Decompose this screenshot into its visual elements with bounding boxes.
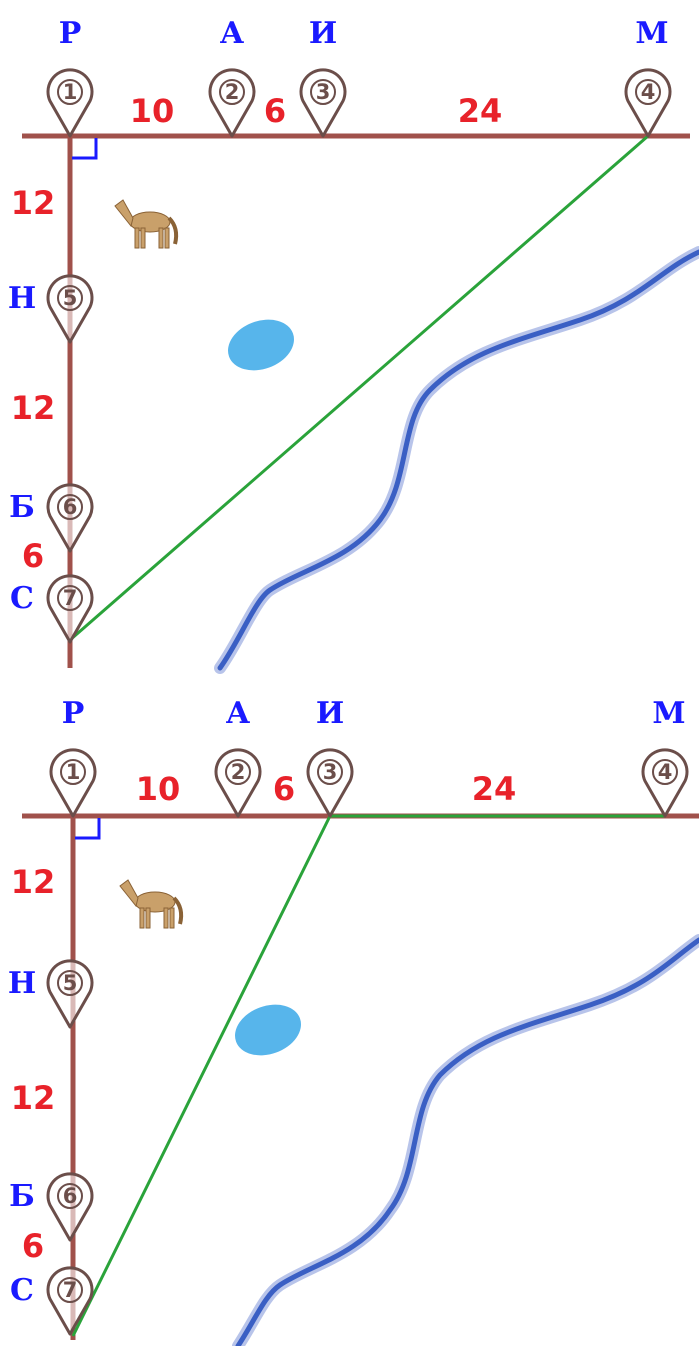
pin-number: 1 [66, 760, 81, 784]
horse-leg [163, 907, 169, 929]
pin-number: 6 [63, 1184, 78, 1208]
pin-head [219, 79, 245, 105]
lake [228, 319, 294, 371]
pin-head [310, 79, 336, 105]
pin-number: 4 [658, 760, 673, 784]
horse-leg [164, 227, 170, 249]
horse [119, 879, 184, 929]
horse-leg [140, 227, 146, 249]
pin-head [57, 1183, 83, 1209]
distance: 6 [22, 1227, 44, 1265]
distance: 6 [264, 92, 286, 130]
pin-number: 5 [63, 971, 78, 995]
distance: 24 [472, 770, 517, 808]
pin-letter: Н [8, 966, 36, 1001]
pin-number: 5 [63, 286, 78, 310]
panel: 1 Р 2 А 3 И 4 М 5 Н 6 Б 7 С 10 6 24 12 12 6 [8, 696, 699, 1346]
horse-leg [134, 227, 140, 249]
pin-letter: М [652, 696, 685, 731]
pin-number: 3 [323, 760, 338, 784]
panel: 1 Р 2 А 3 И 4 М 5 Н 6 Б 7 С 10 6 24 12 12 6 [8, 16, 699, 674]
pin-head [635, 79, 661, 105]
horse-leg [158, 227, 164, 249]
horse-tail [167, 216, 179, 245]
pin-head [57, 585, 83, 611]
pin-number: 2 [231, 760, 246, 784]
pin-head [57, 494, 83, 520]
distance: 6 [273, 770, 295, 808]
pin-number: 1 [63, 80, 78, 104]
horse-leg [169, 907, 175, 929]
pin-number: 7 [63, 1278, 78, 1302]
pin-number: 2 [225, 80, 240, 104]
route [69, 134, 649, 642]
right-angle [72, 138, 98, 160]
river-glow [214, 246, 699, 674]
pin-letter: И [309, 16, 337, 51]
horse-tail [172, 896, 184, 925]
horse [114, 199, 179, 249]
pin-head [225, 759, 251, 785]
river [235, 937, 699, 1346]
pin-letter: Н [8, 281, 36, 316]
horse-leg [139, 907, 145, 929]
pin-head [317, 759, 343, 785]
horse-neck [119, 879, 139, 908]
pin-number: 7 [63, 586, 78, 610]
river [217, 249, 699, 671]
distance: 6 [22, 537, 44, 575]
right-angle [75, 818, 101, 840]
lake [235, 1004, 301, 1056]
pin-number: 4 [641, 80, 656, 104]
pin-head [57, 1277, 83, 1303]
pin-letter: С [10, 581, 34, 616]
pin-letter: А [226, 696, 251, 731]
pin-head [60, 759, 86, 785]
pin-letter: М [635, 16, 668, 51]
pin-letter: И [316, 696, 344, 731]
pin-letter: Б [9, 1179, 35, 1214]
horse-leg [145, 907, 151, 929]
pin-number: 3 [316, 80, 331, 104]
pin-head [57, 970, 83, 996]
pin-head [57, 79, 83, 105]
pin-letter: Б [9, 490, 35, 525]
pin-letter: Р [62, 696, 85, 731]
distance: 12 [11, 1079, 56, 1117]
pin-letter: Р [59, 16, 82, 51]
pin-head [652, 759, 678, 785]
distance: 10 [130, 92, 175, 130]
distance: 10 [136, 770, 181, 808]
pin-head [57, 285, 83, 311]
distance: 12 [11, 184, 56, 222]
distance: 12 [11, 863, 56, 901]
horse-neck [114, 199, 134, 228]
river-glow [232, 934, 699, 1346]
pin-letter: А [220, 16, 245, 51]
distance: 12 [11, 389, 56, 427]
distance: 24 [458, 92, 503, 130]
pin-letter: С [10, 1273, 34, 1308]
pin-number: 6 [63, 495, 78, 519]
